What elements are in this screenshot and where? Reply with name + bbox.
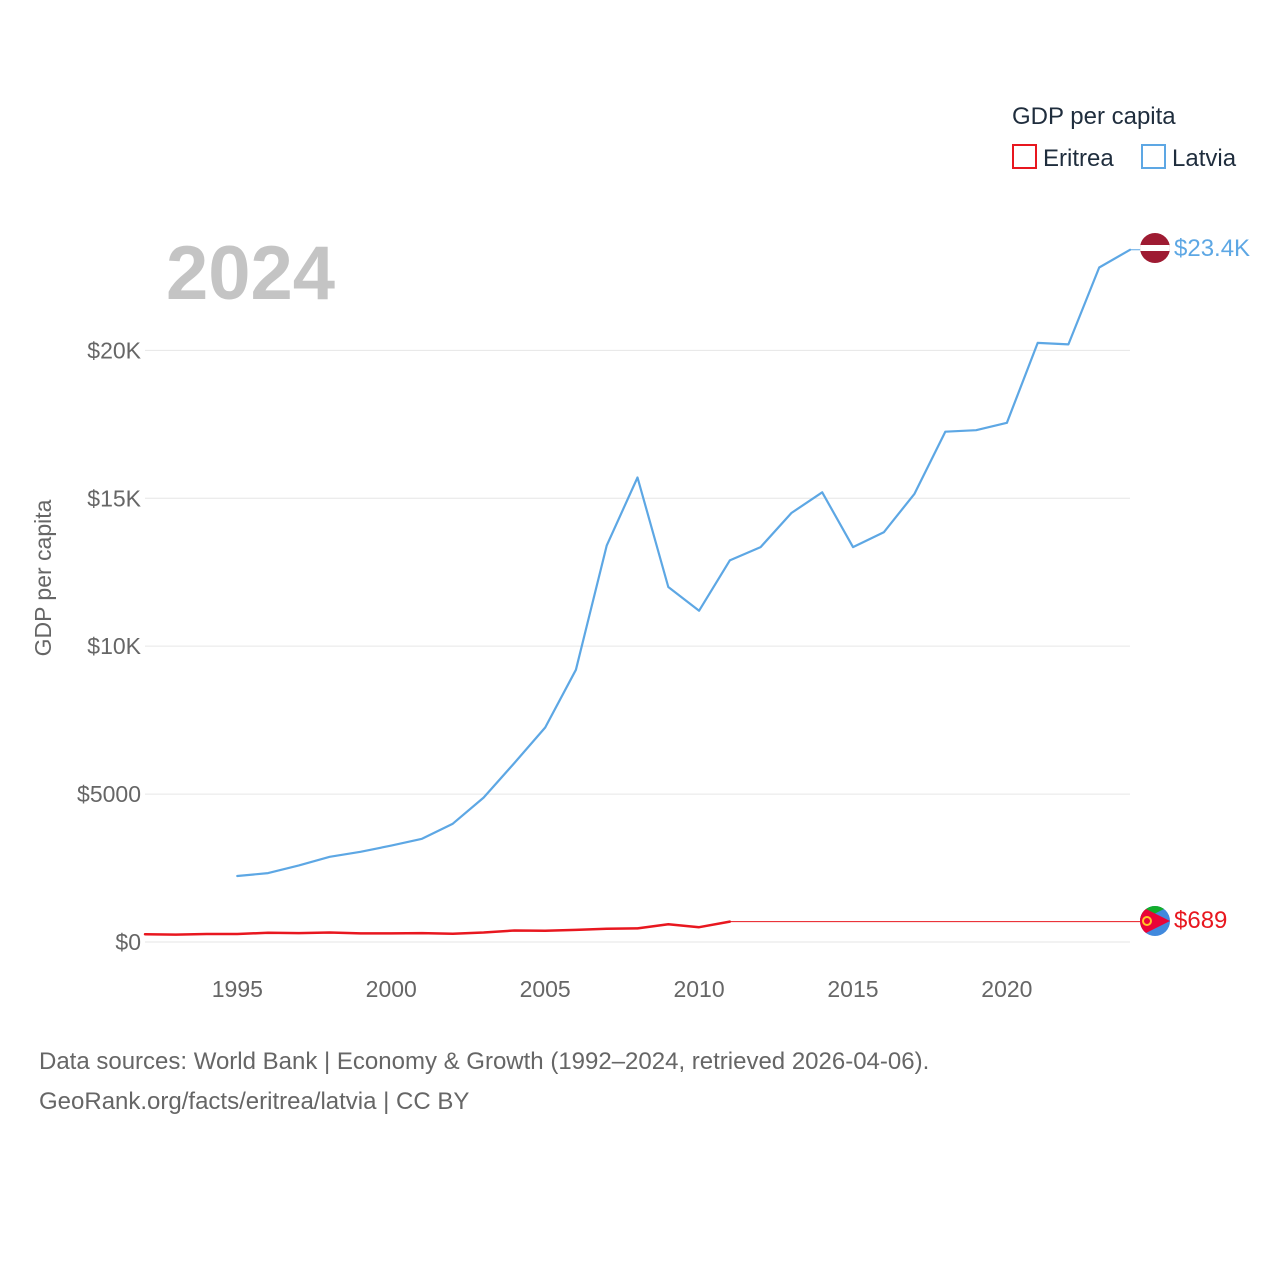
y-tick-label: $10K (87, 633, 141, 659)
attribution-line: GeoRank.org/facts/eritrea/latvia | CC BY (39, 1088, 470, 1115)
x-tick-label: 2005 (520, 976, 571, 1002)
y-axis-title: GDP per capita (30, 499, 56, 656)
series-lines (143, 248, 1140, 936)
legend-label-latvia[interactable]: Latvia (1172, 145, 1237, 172)
y-tick-label: $20K (87, 337, 141, 363)
latvia-line[interactable] (236, 248, 1132, 878)
y-tick-label: $5000 (77, 781, 141, 807)
eritrea-line[interactable] (143, 920, 732, 936)
eritrea-end-label: $689 (1174, 907, 1227, 934)
x-tick-labels: 1995 2000 2005 2010 2015 2020 (212, 976, 1033, 1002)
legend-swatch-latvia[interactable] (1141, 144, 1166, 169)
x-tick-label: 1995 (212, 976, 263, 1002)
y-tick-label: $0 (115, 929, 141, 955)
x-tick-label: 2000 (366, 976, 417, 1002)
legend-title: GDP per capita (1012, 103, 1176, 130)
y-tick-label: $15K (87, 485, 141, 511)
gridlines (145, 349, 1130, 943)
data-source-footer: Data sources: World Bank | Economy & Gro… (39, 1042, 929, 1122)
x-tick-label: 2015 (827, 976, 878, 1002)
legend-label-eritrea[interactable]: Eritrea (1043, 145, 1114, 172)
source-line: Data sources: World Bank | Economy & Gro… (39, 1048, 930, 1075)
latvia-end-label: $23.4K (1174, 235, 1250, 262)
y-tick-labels: $0 $5000 $10K $15K $20K (77, 337, 142, 955)
current-year-label: 2024 (166, 231, 335, 316)
x-tick-label: 2010 (673, 976, 724, 1002)
legend-swatch-eritrea[interactable] (1012, 144, 1037, 169)
latvia-flag (1140, 233, 1170, 263)
eritrea-flag (1140, 906, 1170, 936)
x-tick-label: 2020 (981, 976, 1032, 1002)
